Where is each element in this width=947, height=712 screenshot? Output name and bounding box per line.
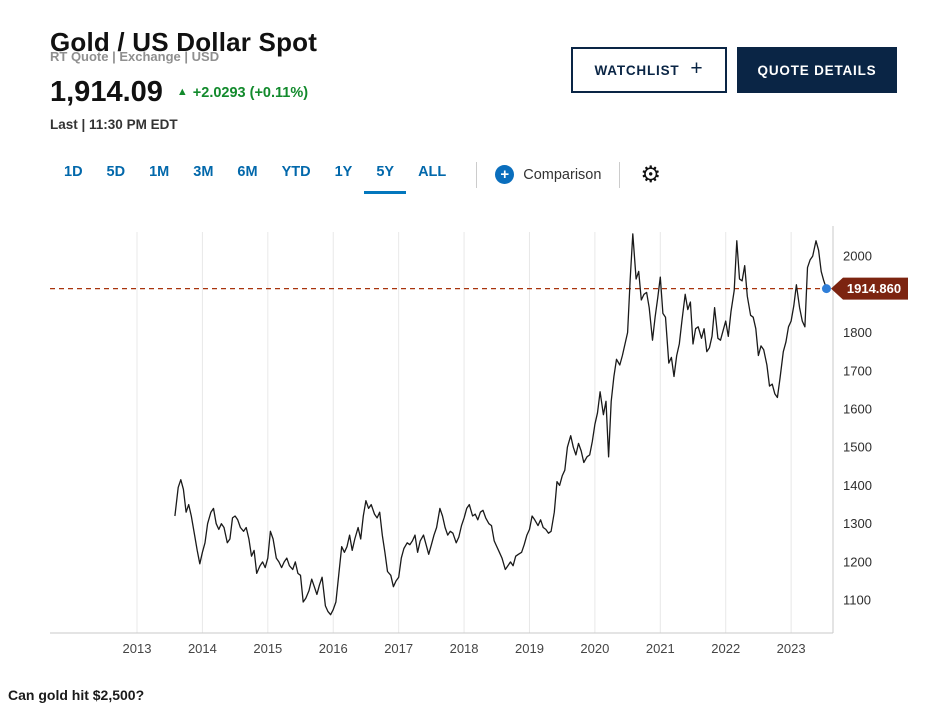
last-updated: Last | 11:30 PM EDT — [50, 117, 178, 132]
x-tick-label: 2014 — [188, 641, 217, 656]
comparison-label: Comparison — [523, 166, 602, 183]
price-change: ▲ +2.0293 (+0.11%) — [177, 85, 308, 101]
last-price-dot — [821, 284, 831, 294]
x-tick-label: 2022 — [711, 641, 740, 656]
last-price: 1,914.09 — [50, 76, 163, 108]
comparison-plus-icon: + — [495, 165, 515, 184]
tab-1d[interactable]: 1D — [52, 155, 95, 194]
tab-ytd[interactable]: YTD — [270, 155, 323, 194]
tab-1y[interactable]: 1Y — [323, 155, 365, 194]
x-tick-label: 2023 — [777, 641, 806, 656]
divider — [476, 161, 478, 188]
price-block: 1,914.09 ▲ +2.0293 (+0.11%) — [50, 76, 308, 109]
change-value: +2.0293 (+0.11%) — [192, 84, 309, 101]
price-line[interactable] — [174, 233, 828, 616]
price-chart-svg[interactable]: 2013 2014 2015 2016 2017 2018 2019 2020 2021 2022… — [0, 225, 947, 665]
quote-details-button[interactable]: QUOTE DETAILS — [737, 47, 897, 93]
tab-1m[interactable]: 1M — [137, 155, 181, 194]
tab-3m[interactable]: 3M — [181, 155, 225, 194]
tab-5d[interactable]: 5D — [95, 155, 138, 194]
tab-all[interactable]: ALL — [406, 155, 458, 194]
y-tick-label: 1100 — [843, 593, 871, 608]
x-tick-label: 2018 — [450, 641, 479, 656]
y-tick-label: 1300 — [843, 516, 872, 531]
time-range-tabs: 1D 5D 1M 3M 6M YTD 1Y 5Y ALL — [52, 155, 458, 194]
comparison-button[interactable]: + Comparison — [495, 165, 601, 184]
watchlist-label: WATCHLIST — [594, 62, 680, 78]
up-arrow-icon: ▲ — [176, 86, 188, 98]
story-headline-link[interactable]: Can gold hit $2,500? — [8, 687, 145, 703]
x-tick-label: 2021 — [646, 641, 675, 656]
chart-toolbar: 1D 5D 1M 3M 6M YTD 1Y 5Y ALL + Comparison ⚙ — [52, 155, 663, 194]
y-tick-label: 1200 — [843, 554, 872, 569]
tab-6m[interactable]: 6M — [225, 155, 269, 194]
x-tick-label: 2016 — [319, 641, 348, 656]
x-tick-label: 2020 — [580, 641, 609, 656]
x-tick-label: 2019 — [515, 641, 544, 656]
y-tick-label: 1800 — [843, 325, 872, 340]
y-tick-label: 1400 — [843, 478, 872, 493]
x-tick-label: 2017 — [384, 641, 413, 656]
quote-meta: RT Quote | Exchange | USD — [50, 49, 220, 64]
y-tick-label: 1700 — [843, 363, 872, 378]
last-price-badge-label: 1914.860 — [847, 281, 901, 296]
x-tick-label: 2015 — [253, 641, 282, 656]
settings-gear-icon[interactable]: ⚙ — [640, 161, 662, 187]
watchlist-button[interactable]: WATCHLIST + — [571, 47, 727, 93]
price-chart[interactable]: 2013 2014 2015 2016 2017 2018 2019 2020 2021 2022… — [0, 225, 947, 665]
x-tick-label: 2013 — [123, 641, 152, 656]
tab-5y[interactable]: 5Y — [364, 155, 407, 194]
page-title: Gold / US Dollar Spot — [50, 27, 318, 58]
last-price-badge — [831, 277, 908, 300]
y-tick-label: 2000 — [843, 249, 872, 264]
plus-icon: + — [690, 57, 704, 80]
y-tick-label: 1500 — [843, 440, 872, 455]
divider — [619, 161, 621, 188]
y-tick-label: 1600 — [843, 401, 872, 416]
